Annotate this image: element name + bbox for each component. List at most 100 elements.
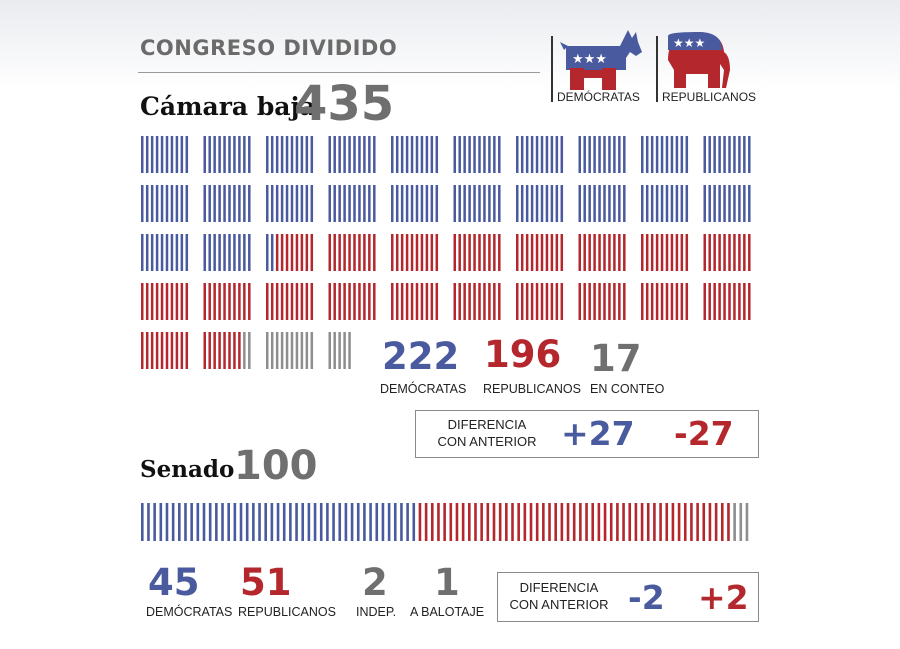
senate-seat-rep xyxy=(659,503,662,541)
house-seat-rep xyxy=(748,234,751,271)
house-seat-dem xyxy=(165,136,169,173)
house-seat-rep xyxy=(660,234,664,271)
house-seat-dem xyxy=(708,185,711,222)
house-seat-rep xyxy=(285,283,289,320)
house-seat-pending xyxy=(343,332,346,369)
house-seat-dem xyxy=(540,185,544,222)
senate-seat-dem xyxy=(338,503,342,541)
house-seat-rep xyxy=(645,283,649,320)
senate-seat-dem xyxy=(393,503,397,541)
house-seat-dem xyxy=(300,136,304,173)
house-seat-dem xyxy=(713,136,716,173)
house-seat-rep xyxy=(305,283,309,320)
house-seat-dem xyxy=(160,136,164,173)
senate-seat-dem xyxy=(313,503,317,541)
senate-seat-dem xyxy=(301,503,305,541)
house-seat-dem xyxy=(550,136,554,173)
house-seat-dem xyxy=(165,185,169,222)
house-seat-rep xyxy=(483,234,486,271)
house-seat-dem xyxy=(150,136,154,173)
house-seat-dem xyxy=(435,185,439,222)
house-seat-dem xyxy=(655,136,659,173)
house-seat-dem xyxy=(238,234,241,271)
senate-seat-dem xyxy=(369,503,372,541)
house-seat-rep xyxy=(228,332,231,369)
house-seat-dem xyxy=(420,185,424,222)
senate-seat-rep xyxy=(554,503,557,541)
senate-seat-dem xyxy=(264,503,267,541)
senate-seat-dem xyxy=(178,503,181,541)
senate-seat-dem xyxy=(239,503,243,541)
house-seat-rep xyxy=(540,283,544,320)
house-rep-value: 196 xyxy=(484,333,562,376)
senate-seat-dem xyxy=(387,503,391,541)
house-seat-rep xyxy=(670,234,674,271)
house-seat-rep xyxy=(395,234,399,271)
senate-seat-rep xyxy=(511,503,514,541)
house-seat-dem xyxy=(738,185,741,222)
house-seat-pending xyxy=(275,332,279,369)
senate-seat-rep xyxy=(603,503,607,541)
house-seat-dem xyxy=(358,136,361,173)
house-seat-dem xyxy=(338,136,341,173)
house-seat-dem xyxy=(588,185,591,222)
house-seat-dem xyxy=(228,136,231,173)
house-seat-dem xyxy=(170,185,174,222)
house-seat-rep xyxy=(458,283,461,320)
senate-seat-dem xyxy=(141,503,144,541)
house-seat-rep xyxy=(420,283,424,320)
house-seat-dem xyxy=(338,185,341,222)
house-seat-dem xyxy=(410,136,414,173)
house-seat-rep xyxy=(493,234,496,271)
house-seat-rep xyxy=(593,283,596,320)
house-seat-dem xyxy=(650,136,654,173)
house-seat-dem xyxy=(473,185,476,222)
senate-seat-dem xyxy=(319,503,323,541)
house-seat-rep xyxy=(410,234,414,271)
senate-seat-dem xyxy=(375,503,379,541)
house-seat-rep xyxy=(405,234,409,271)
house-seat-rep xyxy=(578,283,581,320)
house-seat-dem xyxy=(275,136,279,173)
senate-seat-dem xyxy=(381,503,385,541)
house-seat-dem xyxy=(703,136,706,173)
house-seat-rep xyxy=(593,234,596,271)
house-seat-rep xyxy=(165,283,169,320)
senate-seat-rep xyxy=(548,503,551,541)
senate-seat-rep xyxy=(443,503,446,541)
house-seat-rep xyxy=(208,283,211,320)
senate-seat-rep xyxy=(702,503,706,541)
senate-seat-rep xyxy=(498,503,502,541)
senate-seat-dem xyxy=(270,503,274,541)
house-seat-dem xyxy=(608,136,611,173)
house-seat-dem xyxy=(583,136,586,173)
house-seat-dem xyxy=(650,185,654,222)
house-seat-dem xyxy=(718,136,721,173)
house-seat-rep xyxy=(613,234,616,271)
house-seat-dem xyxy=(223,234,226,271)
house-seat-rep xyxy=(218,283,221,320)
house-seat-rep xyxy=(435,234,439,271)
house-seat-rep xyxy=(703,283,706,320)
senate-seat-dem xyxy=(276,503,280,541)
house-seat-dem xyxy=(348,136,351,173)
house-seat-rep xyxy=(141,283,144,320)
senate-seat-rep xyxy=(430,503,434,541)
house-seat-dem xyxy=(641,185,644,222)
house-seat-rep xyxy=(160,332,164,369)
house-seat-rep xyxy=(368,234,371,271)
house-seat-dem xyxy=(218,234,221,271)
house-seat-rep xyxy=(275,283,279,320)
senate-seat-rep xyxy=(579,503,582,541)
house-seat-rep xyxy=(400,234,404,271)
house-seat-dem xyxy=(141,234,144,271)
house-seat-dem xyxy=(275,185,279,222)
house-seat-dem xyxy=(520,185,524,222)
senate-runoff-caption: A BALOTAJE xyxy=(410,605,485,619)
house-seat-rep xyxy=(703,234,706,271)
house-seat-dem xyxy=(430,136,434,173)
house-seat-rep xyxy=(665,234,669,271)
house-seat-dem xyxy=(248,234,251,271)
senate-seat-dem xyxy=(363,503,366,541)
senate-seat-dem xyxy=(344,503,348,541)
